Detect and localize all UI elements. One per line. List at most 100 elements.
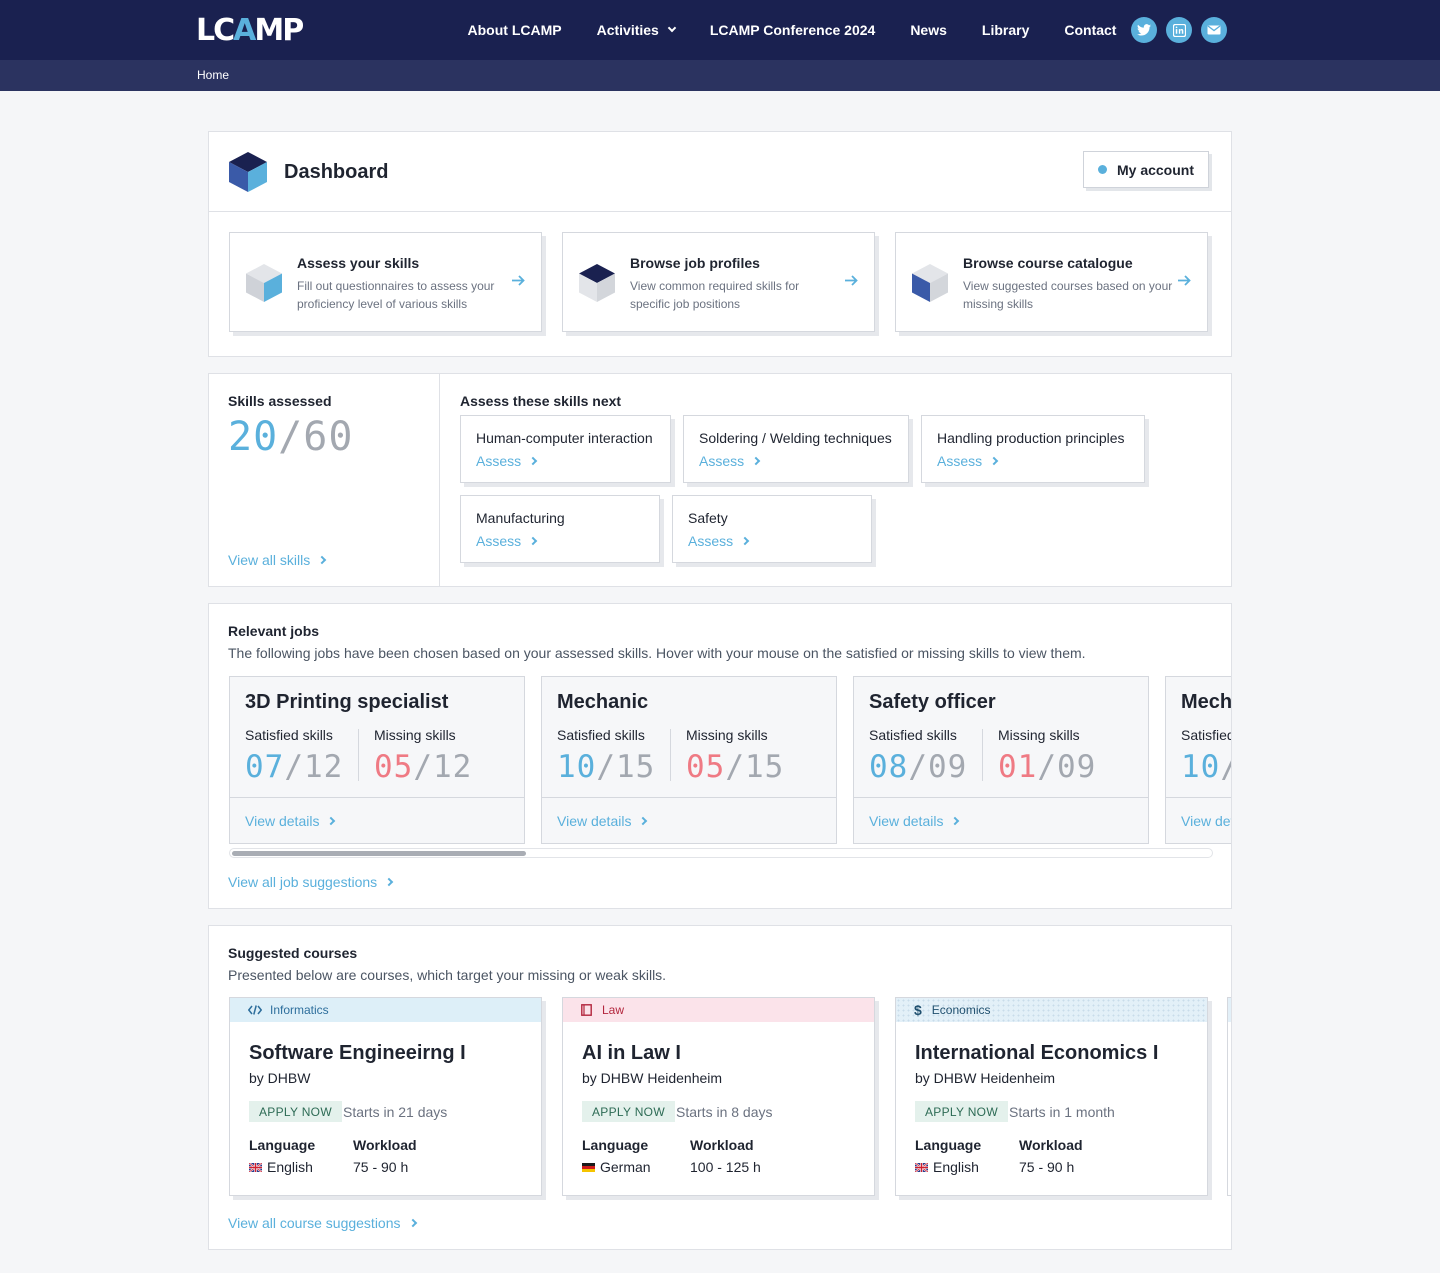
satisfied-skills-count[interactable]: 10/15 — [557, 749, 655, 785]
assess-skills-card[interactable]: Assess your skills Fill out questionnair… — [229, 232, 542, 332]
job-card[interactable]: Safety officer Satisfied skills Missing … — [853, 676, 1149, 844]
separator: / — [908, 749, 928, 785]
view-all-courses-link[interactable]: View all course suggestions — [228, 1215, 417, 1231]
twitter-icon[interactable] — [1131, 17, 1157, 43]
nav-news-label: News — [910, 22, 947, 38]
browse-courses-card[interactable]: Browse course catalogue View suggested c… — [895, 232, 1208, 332]
dashboard-panel: Dashboard My account Assess your skills … — [208, 131, 1232, 357]
missing-skills-label: Missing skills — [998, 727, 1080, 743]
satisfied-skills-label: Satisfied skills — [1181, 727, 1232, 743]
nav-about-label: About LCAMP — [467, 22, 562, 38]
separator: / — [596, 749, 616, 785]
chevron-right-icon — [989, 456, 999, 466]
assess-link[interactable]: Assess — [476, 533, 538, 549]
assess-link[interactable]: Assess — [937, 453, 999, 469]
course-card-partial[interactable] — [1227, 997, 1231, 1196]
cube-jobs-icon — [579, 264, 615, 302]
satisfied-skills-count[interactable]: 10/15 — [1181, 749, 1231, 785]
chevron-right-icon — [951, 816, 960, 826]
chevron-down-icon — [667, 23, 677, 33]
skill-card[interactable]: Handling production principles Assess — [921, 415, 1145, 483]
user-icon — [1097, 165, 1107, 174]
arrow-right-icon — [845, 275, 858, 286]
missing-skills-count[interactable]: 05/12 — [374, 749, 472, 785]
view-all-jobs-label: View all job suggestions — [228, 874, 378, 890]
workload-label: Workload — [1019, 1137, 1083, 1153]
cube-icon — [229, 152, 267, 192]
job-card-footer: View details — [230, 797, 524, 843]
skills-assessed-section: Skills assessed 20/60 View all skills — [209, 374, 440, 586]
lcamp-logo[interactable]: LC A MP — [196, 12, 304, 48]
my-account-button[interactable]: My account — [1083, 151, 1209, 188]
satisfied-skills-count[interactable]: 07/12 — [245, 749, 343, 785]
dashboard-header: Dashboard My account — [209, 132, 1231, 212]
cube-courses-icon — [912, 264, 948, 302]
job-card[interactable]: Mechanic Satisfied skills Missing skills… — [541, 676, 837, 844]
uk-flag-icon — [915, 1162, 928, 1172]
assess-link[interactable]: Assess — [476, 453, 538, 469]
nav-library[interactable]: Library — [982, 22, 1029, 38]
book-icon — [581, 1004, 592, 1016]
chevron-right-icon — [639, 816, 648, 826]
view-details-link[interactable]: View details — [869, 813, 960, 829]
skill-card[interactable]: Safety Assess — [672, 495, 872, 563]
email-icon[interactable] — [1201, 17, 1227, 43]
skill-card[interactable]: Manufacturing Assess — [460, 495, 660, 563]
total-value: 12 — [304, 749, 344, 785]
course-start: Starts in 1 month — [1009, 1104, 1115, 1120]
course-card[interactable]: Law AI in Law I by DHBW Heidenheim APPLY… — [562, 997, 875, 1196]
missing-skills-count[interactable]: 01/09 — [998, 749, 1096, 785]
language-label: Language — [582, 1137, 649, 1153]
course-category: $ Economics — [896, 998, 1207, 1022]
view-details-label: View details — [1181, 813, 1231, 829]
view-details-link[interactable]: View details — [245, 813, 336, 829]
view-details-link[interactable]: View details — [557, 813, 648, 829]
course-start: Starts in 8 days — [676, 1104, 773, 1120]
missing-skills-count[interactable]: 05/15 — [686, 749, 784, 785]
view-details-link[interactable]: View details — [1181, 813, 1231, 829]
job-card[interactable]: 3D Printing specialist Satisfied skills … — [229, 676, 525, 844]
nav-news[interactable]: News — [910, 22, 947, 38]
satisfied-value: 07 — [245, 749, 285, 785]
view-all-skills-link[interactable]: View all skills — [228, 552, 327, 568]
skill-name: Handling production principles — [937, 430, 1125, 446]
linkedin-icon[interactable] — [1166, 17, 1192, 43]
view-all-skills-label: View all skills — [228, 552, 311, 568]
course-card[interactable]: Informatics Software Engineeirng I by DH… — [229, 997, 542, 1196]
view-all-jobs-link[interactable]: View all job suggestions — [228, 874, 394, 890]
course-language-value: English — [933, 1159, 979, 1175]
satisfied-skills-count[interactable]: 08/09 — [869, 749, 967, 785]
horizontal-scrollbar[interactable] — [229, 848, 1213, 858]
assess-label: Assess — [476, 533, 522, 549]
missing-skills-label: Missing skills — [686, 727, 768, 743]
job-card-footer: View details — [1166, 797, 1231, 843]
skill-card[interactable]: Human-computer interaction Assess — [460, 415, 671, 483]
separator: / — [725, 749, 745, 785]
section-title: Relevant jobs — [228, 623, 320, 639]
assess-link[interactable]: Assess — [688, 533, 750, 549]
apply-now-badge[interactable]: APPLY NOW — [249, 1101, 342, 1122]
section-subtitle: Presented below are courses, which targe… — [228, 967, 667, 983]
course-title: Software Engineeirng I — [249, 1042, 466, 1064]
cube-assess-icon — [246, 264, 282, 302]
job-card[interactable]: Mechanic Satisfied skills Missing skills… — [1165, 676, 1232, 844]
apply-now-badge[interactable]: APPLY NOW — [915, 1101, 1008, 1122]
skill-name: Soldering / Welding techniques — [699, 430, 892, 446]
scrollbar-thumb[interactable] — [232, 851, 526, 856]
nav-activities[interactable]: Activities — [597, 22, 677, 38]
skill-card[interactable]: Soldering / Welding techniques Assess — [683, 415, 909, 483]
breadcrumb-home[interactable]: Home — [197, 68, 230, 82]
language-label: Language — [915, 1137, 982, 1153]
chevron-right-icon — [740, 536, 750, 546]
logo-text-2: A — [233, 12, 256, 48]
course-language: English — [249, 1159, 313, 1175]
nav-conference[interactable]: LCAMP Conference 2024 — [710, 22, 875, 38]
browse-jobs-card[interactable]: Browse job profiles View common required… — [562, 232, 875, 332]
nav-about[interactable]: About LCAMP — [468, 22, 562, 38]
relevant-jobs-panel: Relevant jobs The following jobs have be… — [208, 603, 1232, 909]
nav-contact[interactable]: Contact — [1064, 22, 1116, 38]
course-card[interactable]: $ Economics International Economics I by… — [895, 997, 1208, 1196]
germany-flag-icon — [582, 1162, 595, 1172]
assess-link[interactable]: Assess — [699, 453, 761, 469]
apply-now-badge[interactable]: APPLY NOW — [582, 1101, 675, 1122]
